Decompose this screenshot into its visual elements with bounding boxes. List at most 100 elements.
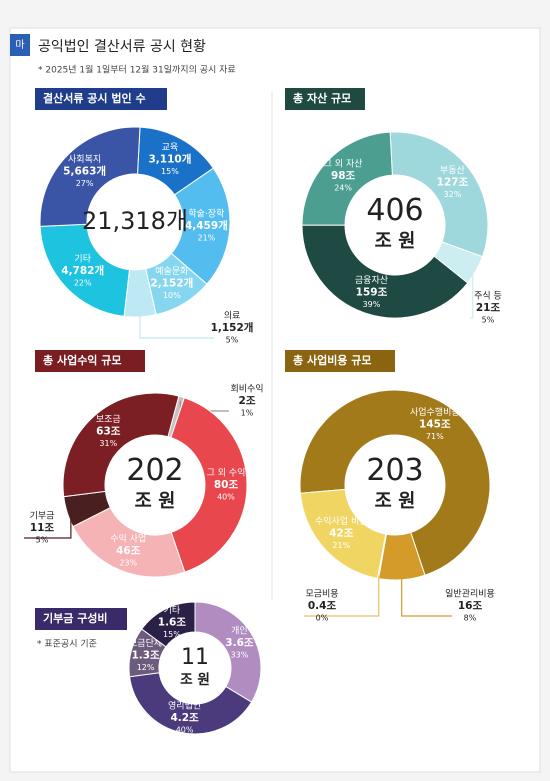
- segment-share: 32%: [444, 190, 462, 199]
- center-value: 11: [181, 645, 209, 670]
- segment-value: 0.4조: [308, 600, 337, 612]
- section-title: 총 사업수익 규모: [43, 353, 122, 367]
- donut-segment: [141, 601, 196, 648]
- donut-segment: [170, 167, 231, 285]
- section-title: 기부금 구성비: [43, 611, 108, 625]
- leader-line: [304, 574, 380, 617]
- segment-value: 4,459개: [185, 219, 228, 232]
- segment-name: 학술·장학: [188, 208, 224, 219]
- segment-share: 0%: [316, 614, 329, 623]
- segment-name: 기타: [164, 605, 181, 616]
- segment-value: 3,110개: [149, 153, 192, 166]
- segment-share: 31%: [99, 439, 117, 448]
- center-value: 406: [366, 193, 423, 228]
- segment-share: 22%: [74, 278, 92, 287]
- segment-share: 40%: [176, 725, 194, 734]
- segment-name: 수익사업 비용: [315, 515, 368, 527]
- segment-name: 개인: [231, 625, 248, 636]
- segment-name: 모금비용: [305, 589, 338, 600]
- segment-name: 그 외 수익: [207, 466, 246, 478]
- leader-line: [139, 312, 214, 339]
- segment-value: 4,782개: [61, 264, 104, 277]
- section-title: 결산서류 공시 법인 수: [43, 91, 146, 105]
- segment-value: 1.6조: [158, 617, 187, 629]
- segment-name: 영리법인: [168, 700, 201, 711]
- segment-value: 2,152개: [150, 276, 193, 289]
- segment-name: 금융자산: [355, 275, 388, 286]
- donut-segment: [389, 131, 489, 258]
- segment-name: 주식 등: [474, 291, 502, 302]
- segment-share: 21%: [332, 541, 350, 550]
- badge-text: 마: [15, 39, 24, 51]
- segment-share: 40%: [217, 492, 235, 501]
- leader-line: [401, 575, 452, 617]
- segment-name: 수익 사업: [110, 532, 146, 544]
- center-value: 203: [366, 453, 423, 488]
- segment-name: 부동산: [440, 165, 465, 176]
- segment-share: 21%: [198, 233, 216, 242]
- leader-line: [470, 268, 474, 319]
- segment-share: 24%: [334, 183, 352, 192]
- segment-share: 15%: [163, 630, 181, 639]
- donut-segment: [39, 223, 131, 317]
- segment-share: 5%: [482, 316, 495, 325]
- segment-share: 5%: [36, 536, 49, 545]
- page-subtitle: * 2025년 1월 1일부터 12월 31일까지의 공시 자료: [38, 64, 236, 76]
- segment-value: 5,663개: [63, 164, 106, 177]
- center-value: 21,318개: [82, 207, 188, 235]
- section-tag: [285, 350, 395, 372]
- segment-share: 12%: [137, 663, 155, 672]
- segment-share: 23%: [119, 558, 137, 567]
- leader-line: [24, 510, 72, 539]
- segment-value: 2조: [239, 395, 256, 407]
- section-title: 총 자산 규모: [293, 91, 351, 105]
- segment-name: 의료: [224, 311, 241, 322]
- section-tag: [35, 350, 145, 372]
- segment-value: 63조: [96, 426, 121, 438]
- segment-value: 21조: [476, 302, 501, 314]
- center-unit: 조 원: [375, 231, 416, 252]
- section-tag: [285, 88, 365, 110]
- badge: [10, 34, 30, 56]
- segment-share: 1%: [241, 409, 254, 418]
- segment-value: 80조: [214, 479, 239, 491]
- segment-name: 모금단체: [129, 638, 162, 649]
- center-value: 202: [126, 453, 183, 488]
- segment-value: 159조: [356, 287, 388, 299]
- segment-share: 27%: [76, 179, 94, 188]
- center-unit: 조 원: [180, 672, 210, 688]
- segment-name: 교육: [162, 142, 179, 153]
- segment-value: 3.6조: [225, 637, 254, 649]
- segment-share: 39%: [363, 300, 381, 309]
- segment-name: 기부금: [30, 511, 55, 522]
- segment-name: 사업수행비용: [410, 406, 460, 418]
- segment-value: 98조: [331, 170, 356, 182]
- donut-segment: [299, 488, 387, 579]
- segment-value: 1.3조: [131, 649, 160, 661]
- section-tag: [35, 88, 167, 110]
- center-unit: 조 원: [375, 491, 416, 512]
- donut-segment: [39, 126, 141, 227]
- segment-name: 기타: [74, 253, 91, 264]
- segment-share: 5%: [226, 336, 239, 345]
- segment-value: 127조: [437, 176, 469, 188]
- segment-value: 42조: [329, 528, 354, 540]
- donut-segment: [62, 392, 180, 498]
- segment-value: 1,152개: [211, 321, 254, 334]
- segment-value: 11조: [30, 522, 55, 534]
- section-tag: [35, 608, 127, 630]
- segment-share: 10%: [163, 291, 181, 300]
- donut-segment: [194, 601, 262, 703]
- segment-value: 16조: [458, 600, 483, 612]
- segment-name: 예술문화: [155, 266, 188, 277]
- segment-share: 71%: [426, 432, 444, 441]
- donut-segment: [299, 389, 491, 576]
- donut-segment: [301, 224, 469, 319]
- segment-name: 사회복지: [68, 154, 101, 165]
- segment-name: 그 외 자산: [324, 157, 363, 169]
- segment-name: 일반관리비용: [445, 589, 495, 600]
- segment-share: 15%: [161, 167, 179, 176]
- segment-share: 33%: [231, 650, 249, 659]
